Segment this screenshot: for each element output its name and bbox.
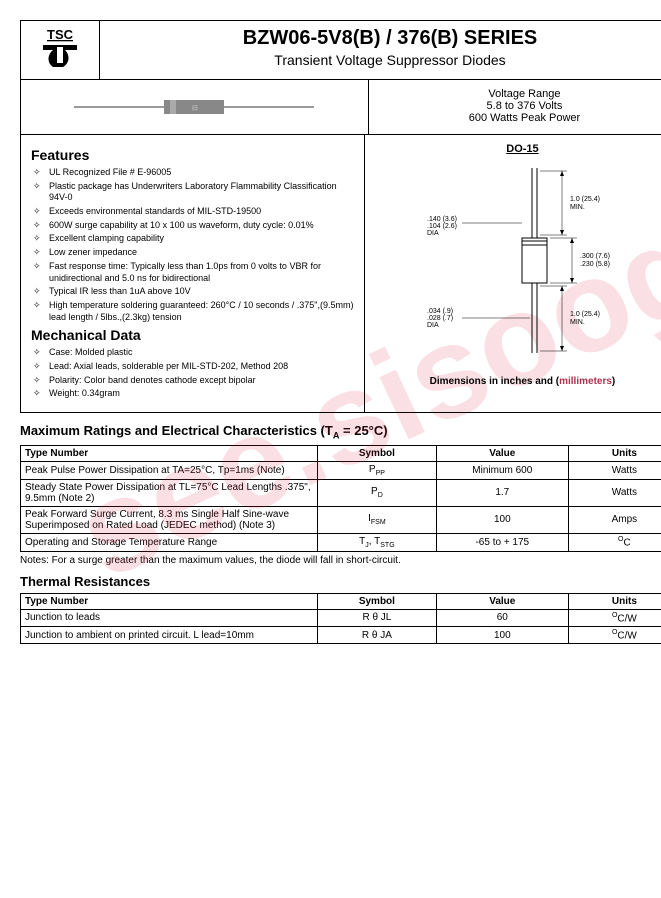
svg-text:MIN.: MIN.: [570, 204, 585, 211]
logo-cell: TSC: [21, 21, 100, 79]
col-type: Type Number: [21, 445, 318, 461]
table-row: Junction to ambient on printed circuit. …: [21, 626, 661, 643]
main-title: BZW06-5V8(B) / 376(B) SERIES: [106, 27, 661, 50]
list-item: Exceeds environmental standards of MIL-S…: [31, 206, 354, 218]
list-item: High temperature soldering guaranteed: 2…: [31, 300, 354, 323]
table-header-row: Type Number Symbol Value Units: [21, 445, 661, 461]
col-value: Value: [436, 593, 568, 609]
dimension-drawing-icon: 1.0 (25.4) MIN. .140 (3.6) .104 (2.6) DI…: [402, 163, 642, 363]
svg-text:.104 (2.6): .104 (2.6): [427, 223, 457, 230]
svg-text:⊟: ⊟: [192, 105, 198, 112]
diode-photo-icon: ⊟: [74, 92, 314, 122]
col-units: Units: [568, 593, 661, 609]
svg-text:1.0 (25.4): 1.0 (25.4): [570, 196, 600, 203]
svg-text:.028 (.7): .028 (.7): [427, 315, 453, 322]
list-item: Case: Molded plastic: [31, 347, 354, 359]
svg-text:1.0 (25.4): 1.0 (25.4): [570, 311, 600, 318]
list-item: Polarity: Color band denotes cathode exc…: [31, 375, 354, 387]
header-row: TSC BZW06-5V8(B) / 376(B) SERIES Transie…: [21, 21, 661, 80]
voltage-line3: 600 Watts Peak Power: [377, 112, 661, 124]
features-list: UL Recognized File # E-96005 Plastic pac…: [31, 167, 354, 323]
col-units: Units: [568, 445, 661, 461]
list-item: 600W surge capability at 10 x 100 us wav…: [31, 220, 354, 232]
svg-text:MIN.: MIN.: [570, 319, 585, 326]
thermal-title: Thermal Resistances: [20, 574, 661, 589]
thermal-table: Type Number Symbol Value Units Junction …: [20, 593, 661, 645]
svg-text:DIA: DIA: [427, 322, 439, 329]
mechanical-header: Mechanical Data: [31, 327, 354, 343]
voltage-line2: 5.8 to 376 Volts: [377, 100, 661, 112]
table-header-row: Type Number Symbol Value Units: [21, 593, 661, 609]
col-symbol: Symbol: [318, 593, 437, 609]
tsc-logo-icon: TSC: [35, 25, 85, 75]
second-row: ⊟ Voltage Range 5.8 to 376 Volts 600 Wat…: [21, 80, 661, 135]
svg-text:TSC: TSC: [47, 27, 74, 42]
col-type: Type Number: [21, 593, 318, 609]
features-header: Features: [31, 147, 354, 163]
drawing-cell: DO-15 1.0 (25.4) MIN. .140 (3.6): [365, 135, 661, 412]
subtitle: Transient Voltage Suppressor Diodes: [106, 52, 661, 68]
table-row: Peak Pulse Power Dissipation at TA=25°C,…: [21, 461, 661, 479]
max-ratings-title: Maximum Ratings and Electrical Character…: [20, 423, 661, 441]
svg-text:.230 (5.8): .230 (5.8): [580, 261, 610, 268]
list-item: UL Recognized File # E-96005: [31, 167, 354, 179]
svg-text:.140 (3.6): .140 (3.6): [427, 216, 457, 223]
table-row: Steady State Power Dissipation at TL=75°…: [21, 479, 661, 506]
list-item: Fast response time: Typically less than …: [31, 261, 354, 284]
max-ratings-table: Type Number Symbol Value Units Peak Puls…: [20, 445, 661, 552]
table-row: Junction to leads R θ JL 60 OC/W: [21, 609, 661, 626]
col-symbol: Symbol: [318, 445, 437, 461]
list-item: Low zener impedance: [31, 247, 354, 259]
list-item: Lead: Axial leads, solderable per MIL-ST…: [31, 361, 354, 373]
component-image-cell: ⊟: [21, 80, 369, 134]
content-row: Features UL Recognized File # E-96005 Pl…: [21, 135, 661, 412]
datasheet-main-box: TSC BZW06-5V8(B) / 376(B) SERIES Transie…: [20, 20, 661, 413]
list-item: Plastic package has Underwriters Laborat…: [31, 181, 354, 204]
below-box-content: Maximum Ratings and Electrical Character…: [20, 423, 661, 644]
list-item: Excellent clamping capability: [31, 233, 354, 245]
table-row: Operating and Storage Temperature Range …: [21, 533, 661, 551]
svg-text:.300 (7.6): .300 (7.6): [580, 253, 610, 260]
svg-text:.034 (.9): .034 (.9): [427, 308, 453, 315]
svg-text:DIA: DIA: [427, 230, 439, 237]
dimensions-caption: Dimensions in inches and (millimeters): [373, 376, 661, 387]
mechanical-list: Case: Molded plastic Lead: Axial leads, …: [31, 347, 354, 400]
voltage-range-cell: Voltage Range 5.8 to 376 Volts 600 Watts…: [369, 80, 661, 134]
voltage-line1: Voltage Range: [377, 88, 661, 100]
table-row: Peak Forward Surge Current, 8.3 ms Singl…: [21, 506, 661, 533]
list-item: Typical IR less than 1uA above 10V: [31, 286, 354, 298]
package-type: DO-15: [373, 143, 661, 155]
list-item: Weight: 0.34gram: [31, 388, 354, 400]
col-value: Value: [436, 445, 568, 461]
features-cell: Features UL Recognized File # E-96005 Pl…: [21, 135, 365, 412]
note-text: Notes: For a surge greater than the maxi…: [20, 555, 661, 566]
title-cell: BZW06-5V8(B) / 376(B) SERIES Transient V…: [100, 21, 661, 79]
